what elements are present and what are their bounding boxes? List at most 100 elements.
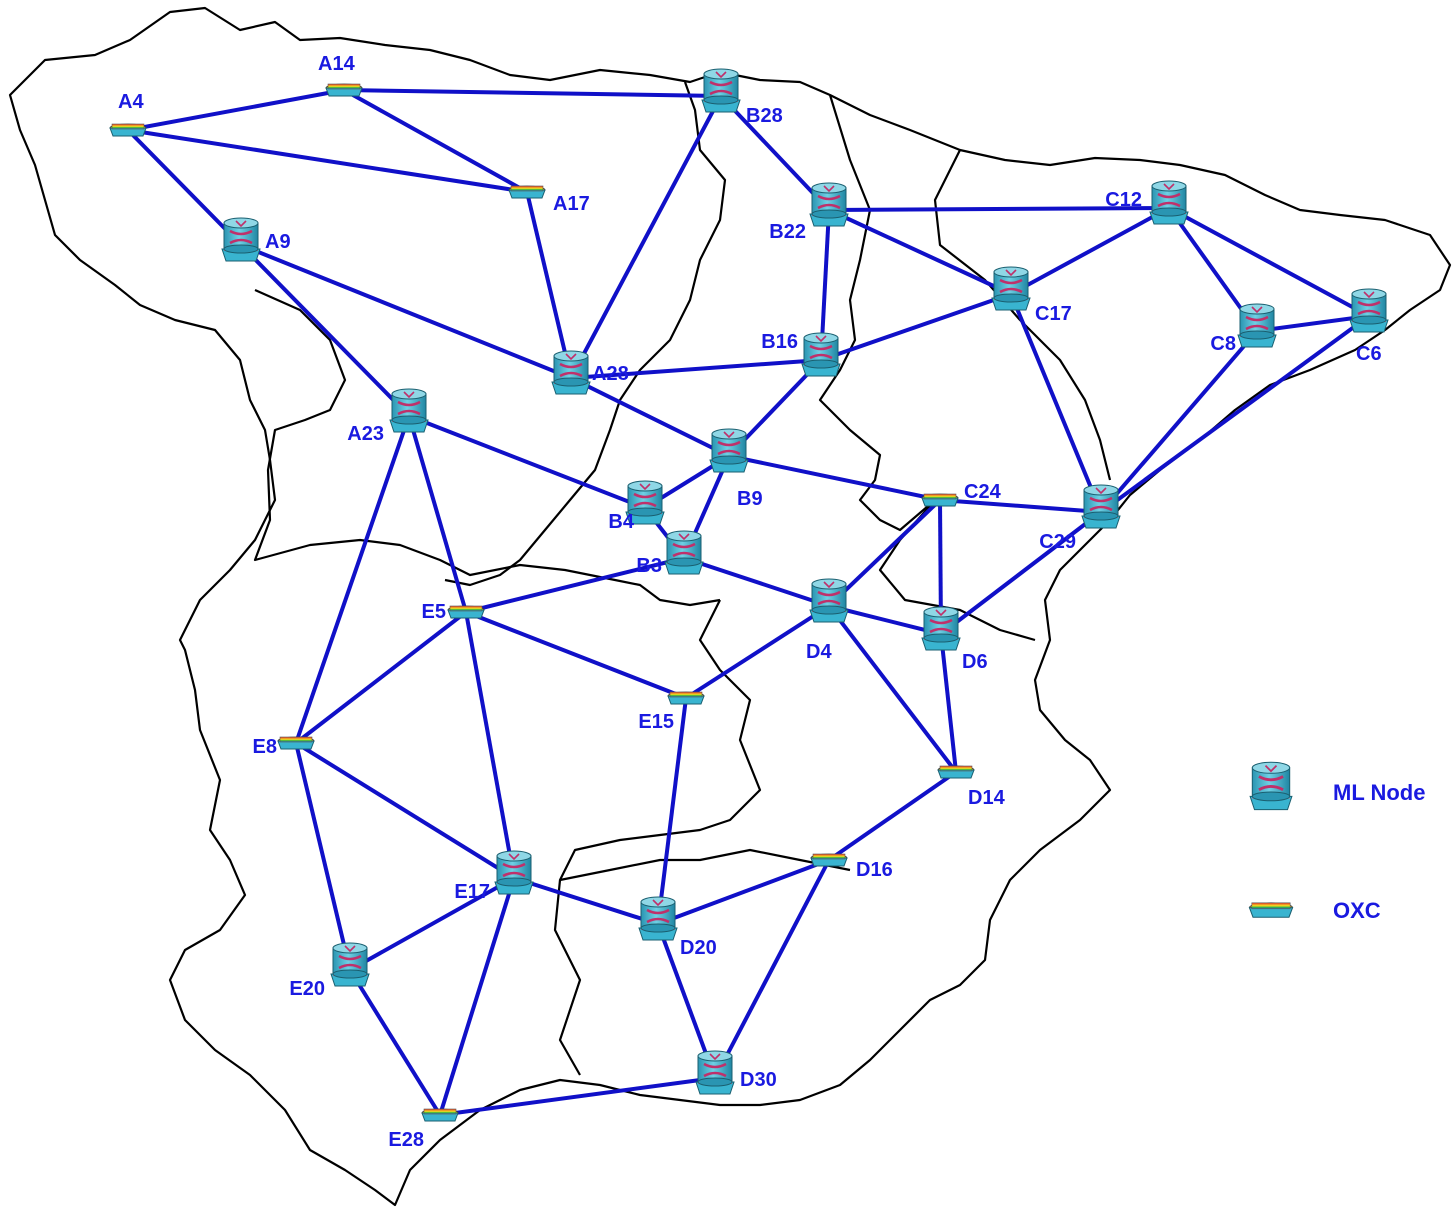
- ml-node-d4[interactable]: D4: [806, 578, 849, 663]
- node-label: B3: [636, 555, 662, 577]
- oxc-node-a4[interactable]: A4: [109, 91, 147, 137]
- node-label: D4: [806, 641, 832, 663]
- oxc-node-e28[interactable]: E28: [388, 1108, 459, 1151]
- link-A23-E5: [407, 415, 468, 613]
- node-label: D16: [856, 859, 893, 881]
- link-D4-D14: [827, 604, 958, 774]
- ml-node-b16[interactable]: B16: [761, 331, 841, 377]
- oxc-node-e5[interactable]: E5: [422, 601, 485, 623]
- link-E5-E15: [465, 610, 687, 700]
- link-A9-A23: [239, 243, 411, 418]
- node-label: E28: [388, 1129, 424, 1151]
- legend-oxc-icon: [1248, 902, 1294, 918]
- ml-node-icon: [1149, 180, 1189, 225]
- node-label: B9: [737, 488, 763, 510]
- link-C6-C29: [1099, 314, 1371, 514]
- node-label: B4: [608, 511, 634, 533]
- oxc-icon: [447, 605, 485, 619]
- link-C12-C6: [1168, 206, 1370, 318]
- oxc-node-a14[interactable]: A14: [318, 53, 363, 97]
- ml-node-a23[interactable]: A23: [347, 388, 429, 445]
- link-E20-E28: [348, 968, 442, 1117]
- ml-node-d20[interactable]: D20: [638, 896, 717, 959]
- legend-ml-node-label: ML Node: [1333, 780, 1425, 805]
- border-a-b: [444, 81, 727, 587]
- link-A4-A17: [127, 128, 528, 194]
- ml-node-c8[interactable]: C8: [1210, 303, 1277, 355]
- ml-node-icon: [701, 68, 741, 113]
- link-C12-C17: [1010, 206, 1170, 296]
- link-D6-D14: [939, 633, 958, 773]
- link-A17-A28: [525, 191, 573, 379]
- link-B3-D4: [683, 556, 830, 608]
- link-D14-D16: [827, 770, 958, 862]
- link-B3-E5: [465, 556, 685, 614]
- oxc-node-e15[interactable]: E15: [638, 691, 705, 733]
- link-A9-A28: [240, 243, 572, 380]
- oxc-node-d14[interactable]: D14: [937, 765, 1006, 809]
- link-B9-C24: [728, 454, 941, 502]
- ml-node-icon: [494, 850, 534, 895]
- border-d-e: [559, 848, 851, 882]
- ml-node-b28[interactable]: B28: [701, 68, 783, 127]
- node-label: A28: [592, 363, 629, 385]
- ml-node-d30[interactable]: D30: [695, 1050, 777, 1095]
- ml-node-a9[interactable]: A9: [221, 217, 291, 262]
- link-E5-E8: [294, 610, 468, 745]
- node-label: E8: [253, 736, 277, 758]
- oxc-node-d16[interactable]: D16: [810, 853, 893, 881]
- legend: ML Node OXC: [1248, 761, 1425, 923]
- ml-node-icon: [221, 217, 261, 262]
- ml-node-b22[interactable]: B22: [769, 182, 849, 243]
- ml-node-e17[interactable]: E17: [454, 850, 534, 903]
- link-A4-A14: [127, 88, 345, 132]
- node-label: A23: [347, 423, 384, 445]
- link-E28-D30: [439, 1076, 716, 1117]
- ml-node-icon: [1349, 288, 1389, 333]
- link-D4-E15: [684, 604, 831, 700]
- ml-node-a28[interactable]: A28: [551, 350, 629, 395]
- ml-node-icon: [330, 942, 370, 987]
- node-label: E15: [638, 711, 674, 733]
- legend-oxc-label: OXC: [1333, 898, 1381, 923]
- link-A23-E8: [294, 415, 411, 744]
- oxc-node-c24[interactable]: C24: [921, 481, 1002, 507]
- link-A14-A17: [343, 88, 528, 194]
- ml-node-c6[interactable]: C6: [1349, 288, 1389, 365]
- link-A28-B16: [570, 358, 822, 380]
- link-B22-C17: [828, 208, 1012, 296]
- oxc-node-a17[interactable]: A17: [508, 185, 590, 215]
- oxc-node-e8[interactable]: E8: [253, 736, 315, 758]
- border-c-internal: [933, 149, 1112, 481]
- oxc-icon: [667, 691, 705, 705]
- link-A4-A9: [126, 128, 243, 247]
- legend-ml-node-icon: [1249, 761, 1293, 811]
- ml-node-icon: [664, 530, 704, 575]
- node-label: E17: [454, 881, 490, 903]
- link-E8-E17: [294, 741, 516, 880]
- ml-node-e20[interactable]: E20: [289, 942, 370, 1000]
- oxc-icon: [937, 765, 975, 779]
- oxc-icon: [277, 736, 315, 750]
- link-E5-E17: [464, 611, 516, 879]
- link-A23-B4: [408, 414, 646, 510]
- node-label: B22: [769, 221, 806, 243]
- ml-node-b3[interactable]: B3: [636, 530, 704, 577]
- ml-node-c17[interactable]: C17: [991, 266, 1072, 325]
- link-B28-B22: [719, 94, 831, 212]
- node-label: E20: [289, 978, 325, 1000]
- ml-node-d6[interactable]: D6: [921, 606, 988, 673]
- link-D16-D30: [713, 859, 831, 1079]
- link-A14-B28: [343, 88, 722, 98]
- ml-node-c29[interactable]: C29: [1039, 484, 1121, 553]
- link-A28-B9: [570, 376, 730, 458]
- ml-node-c12[interactable]: C12: [1105, 180, 1189, 225]
- ml-node-b4[interactable]: B4: [608, 480, 665, 533]
- node-label: C12: [1105, 189, 1142, 211]
- oxc-icon: [325, 83, 363, 97]
- ml-node-b9[interactable]: B9: [709, 428, 763, 510]
- ml-node-icon: [991, 266, 1031, 311]
- ml-node-icon: [921, 606, 961, 651]
